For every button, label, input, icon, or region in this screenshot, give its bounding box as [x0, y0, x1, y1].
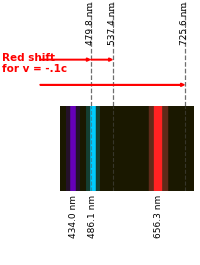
Text: 656.3 nm: 656.3 nm: [154, 195, 163, 238]
Text: 537.4 nm: 537.4 nm: [108, 2, 117, 45]
Text: 479.8 nm: 479.8 nm: [86, 2, 95, 45]
Text: Red shift
for v = -.1c: Red shift for v = -.1c: [2, 53, 67, 74]
Text: 434.0 nm: 434.0 nm: [69, 195, 78, 237]
Text: 486.1 nm: 486.1 nm: [88, 195, 97, 238]
Text: 725.6 nm: 725.6 nm: [180, 2, 189, 45]
